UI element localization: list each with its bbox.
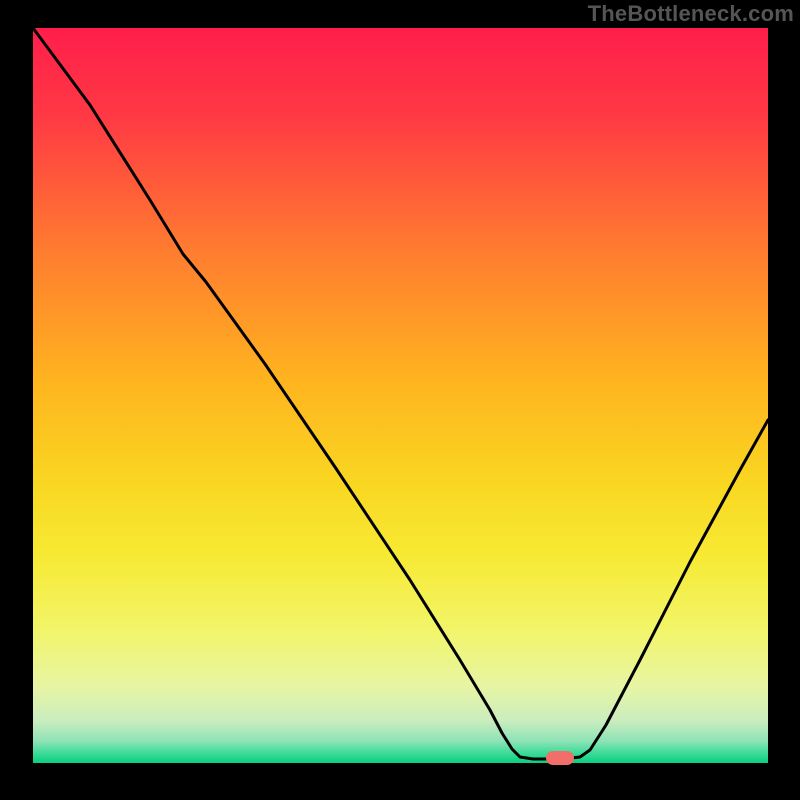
- optimal-marker: [546, 751, 574, 765]
- gradient-background: [33, 28, 768, 763]
- chart-stage: TheBottleneck.com: [0, 0, 800, 800]
- chart-svg: [0, 0, 800, 800]
- watermark-label: TheBottleneck.com: [588, 1, 794, 27]
